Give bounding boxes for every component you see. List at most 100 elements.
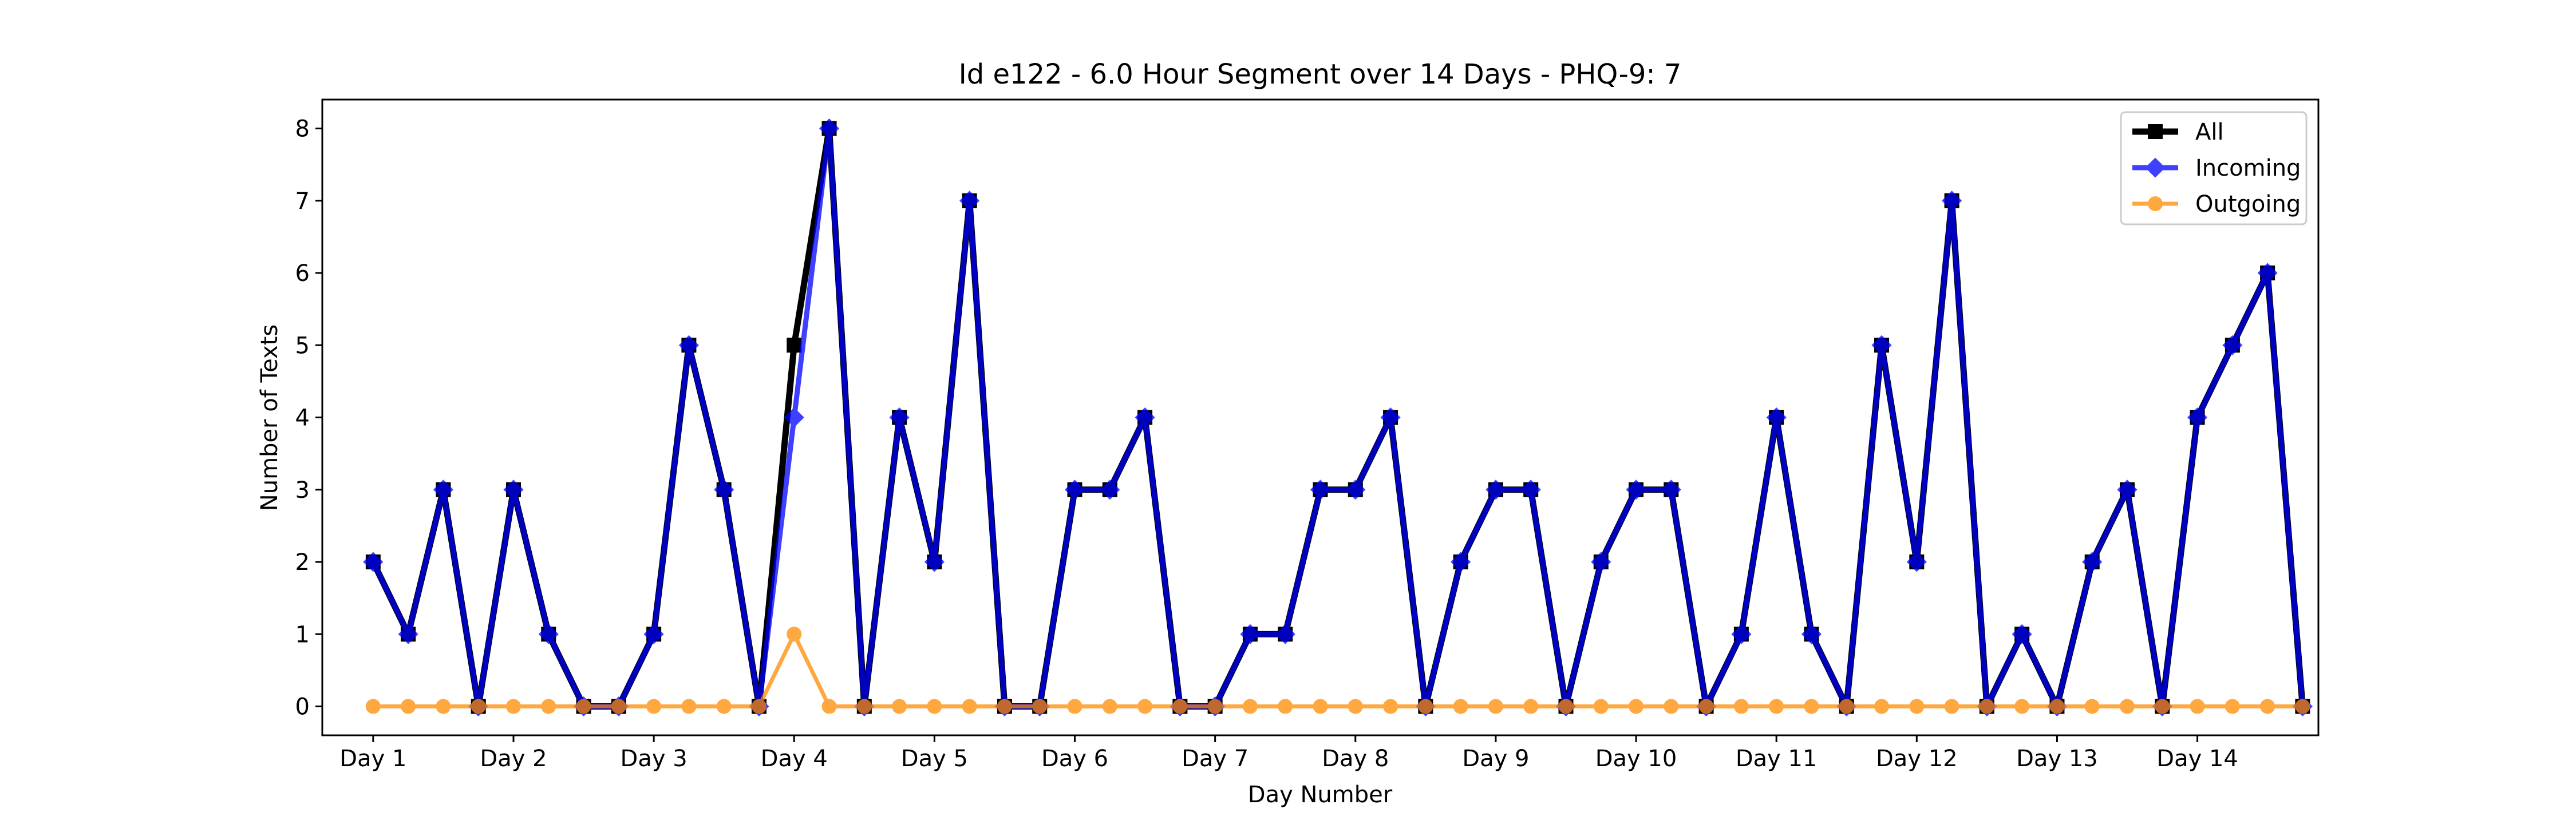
data-point xyxy=(2084,699,2100,714)
data-point xyxy=(784,407,804,428)
data-point xyxy=(1626,480,1646,500)
x-axis-ticks: Day 1 Day 2 Day 3 Day 4 Day 5 Day 6 Day 7 Day 8… xyxy=(339,735,2238,772)
data-point xyxy=(1801,624,1822,644)
y-tick-label: 5 xyxy=(295,332,310,359)
data-point xyxy=(927,699,942,714)
data-point xyxy=(363,552,384,572)
data-point xyxy=(1278,699,1293,714)
data-point xyxy=(1593,699,1609,714)
data-point xyxy=(1558,699,1574,714)
data-point xyxy=(1310,480,1331,500)
data-point xyxy=(1520,480,1541,500)
data-point xyxy=(1135,407,1155,428)
data-point xyxy=(2049,699,2065,714)
data-point xyxy=(1698,699,1714,714)
data-point xyxy=(1275,624,1295,644)
x-tick-label: Day 8 xyxy=(1322,746,1389,772)
data-point xyxy=(2082,552,2103,572)
data-point xyxy=(1064,480,1085,500)
data-point xyxy=(681,699,697,714)
data-point xyxy=(2295,699,2310,714)
data-point xyxy=(2225,699,2240,714)
x-tick-label: Day 12 xyxy=(1876,746,1958,772)
data-point xyxy=(751,699,767,714)
data-point xyxy=(678,335,699,355)
data-point xyxy=(1240,624,1261,644)
data-point xyxy=(1661,480,1681,500)
data-point xyxy=(2120,699,2135,714)
legend-item-outgoing xyxy=(2132,196,2178,211)
data-point xyxy=(611,699,626,714)
data-point xyxy=(643,624,664,644)
y-tick-label: 7 xyxy=(295,188,310,215)
data-point xyxy=(1909,699,1925,714)
data-point xyxy=(1032,699,1048,714)
data-point xyxy=(1137,699,1153,714)
series-outgoing xyxy=(365,627,2310,714)
y-axis-ticks: 0 1 2 3 4 5 6 7 8 xyxy=(295,116,322,720)
data-point xyxy=(1591,552,1611,572)
data-point xyxy=(1485,480,1506,500)
data-point xyxy=(365,699,381,714)
series-layer xyxy=(363,118,2313,717)
data-point xyxy=(1345,480,1366,500)
data-point xyxy=(1942,191,1962,211)
x-tick-label: Day 2 xyxy=(480,746,547,772)
data-point xyxy=(1664,699,1679,714)
data-point xyxy=(787,627,802,642)
data-point xyxy=(1172,699,1188,714)
data-point xyxy=(646,699,662,714)
data-point xyxy=(1979,699,1994,714)
data-point xyxy=(2260,699,2275,714)
data-point xyxy=(2014,699,2030,714)
data-point xyxy=(892,699,907,714)
legend-swatch-marker xyxy=(2145,157,2166,178)
x-tick-label: Day 6 xyxy=(1041,746,1108,772)
legend-swatch-marker xyxy=(2148,196,2163,211)
data-point xyxy=(401,699,416,714)
chart-title: Id e122 - 6.0 Hour Segment over 14 Days … xyxy=(959,58,1682,90)
x-tick-label: Day 4 xyxy=(761,746,828,772)
legend: All Incoming Outgoing xyxy=(2120,111,2308,225)
data-point xyxy=(1383,699,1398,714)
data-point xyxy=(576,699,591,714)
data-point xyxy=(821,699,837,714)
data-point xyxy=(1804,699,1819,714)
y-tick-label: 4 xyxy=(295,405,310,431)
data-point xyxy=(959,191,980,211)
data-point xyxy=(398,624,418,644)
data-point xyxy=(1906,552,1927,572)
data-point xyxy=(1488,699,1503,714)
data-point xyxy=(1453,699,1468,714)
data-point xyxy=(924,552,945,572)
x-tick-label: Day 7 xyxy=(1182,746,1249,772)
data-point xyxy=(2222,335,2243,355)
data-point xyxy=(2187,407,2208,428)
y-tick-label: 3 xyxy=(295,477,310,504)
data-point xyxy=(471,699,486,714)
data-point xyxy=(819,118,840,139)
data-point xyxy=(2012,624,2032,644)
data-point xyxy=(856,699,872,714)
data-point xyxy=(1769,699,1784,714)
legend-label: Incoming xyxy=(2195,155,2301,181)
data-point xyxy=(2155,699,2170,714)
data-point xyxy=(1871,335,1892,355)
data-point xyxy=(787,338,802,353)
y-tick-label: 8 xyxy=(295,116,310,142)
data-point xyxy=(433,480,453,500)
x-tick-label: Day 9 xyxy=(1462,746,1529,772)
data-point xyxy=(1839,699,1854,714)
y-tick-label: 1 xyxy=(295,621,310,648)
data-point xyxy=(1418,699,1433,714)
x-tick-label: Day 1 xyxy=(339,746,406,772)
data-point xyxy=(538,624,559,644)
legend-label: Outgoing xyxy=(2195,191,2301,217)
data-point xyxy=(2257,263,2278,283)
data-point xyxy=(505,699,521,714)
x-tick-label: Day 11 xyxy=(1736,746,1818,772)
data-point xyxy=(503,480,524,500)
data-point xyxy=(1348,699,1363,714)
legend-label: All xyxy=(2195,119,2224,145)
